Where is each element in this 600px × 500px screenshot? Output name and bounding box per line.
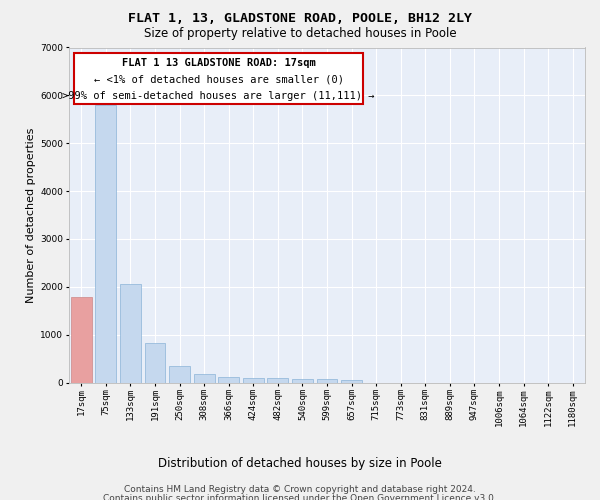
Bar bbox=[243, 378, 264, 382]
Text: Distribution of detached houses by size in Poole: Distribution of detached houses by size … bbox=[158, 458, 442, 470]
Bar bbox=[292, 378, 313, 382]
Text: FLAT 1, 13, GLADSTONE ROAD, POOLE, BH12 2LY: FLAT 1, 13, GLADSTONE ROAD, POOLE, BH12 … bbox=[128, 12, 472, 26]
Y-axis label: Number of detached properties: Number of detached properties bbox=[26, 128, 36, 302]
Bar bbox=[95, 105, 116, 382]
Bar bbox=[120, 284, 141, 382]
Bar bbox=[341, 380, 362, 382]
Text: FLAT 1 13 GLADSTONE ROAD: 17sqm: FLAT 1 13 GLADSTONE ROAD: 17sqm bbox=[122, 58, 316, 68]
Bar bbox=[194, 374, 215, 382]
Text: Contains HM Land Registry data © Crown copyright and database right 2024.: Contains HM Land Registry data © Crown c… bbox=[124, 485, 476, 494]
Bar bbox=[145, 344, 166, 382]
Bar bbox=[71, 298, 92, 382]
FancyBboxPatch shape bbox=[74, 52, 363, 104]
Bar bbox=[169, 366, 190, 382]
Text: >99% of semi-detached houses are larger (11,111) →: >99% of semi-detached houses are larger … bbox=[62, 90, 375, 101]
Bar bbox=[317, 379, 337, 382]
Text: Size of property relative to detached houses in Poole: Size of property relative to detached ho… bbox=[143, 28, 457, 40]
Text: Contains public sector information licensed under the Open Government Licence v3: Contains public sector information licen… bbox=[103, 494, 497, 500]
Bar bbox=[218, 377, 239, 382]
Text: ← <1% of detached houses are smaller (0): ← <1% of detached houses are smaller (0) bbox=[94, 74, 344, 85]
Bar bbox=[268, 378, 289, 382]
